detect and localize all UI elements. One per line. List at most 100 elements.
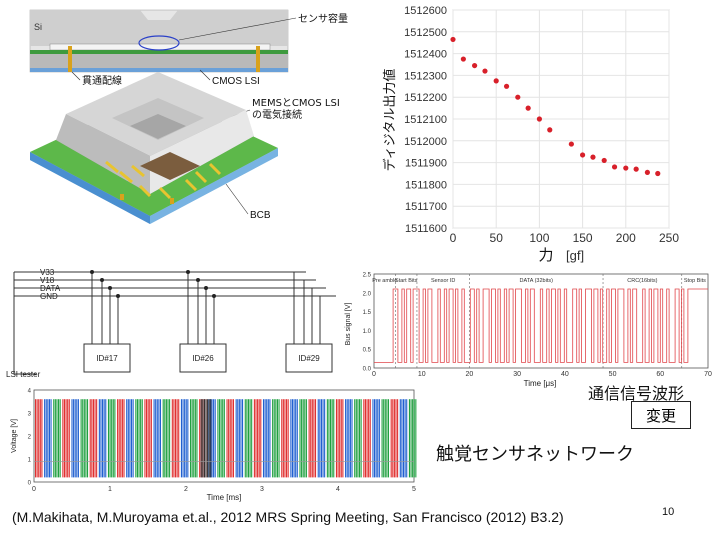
bus-x-tick: 60 bbox=[656, 371, 664, 378]
voltage-waveform-chart: 0 1 2 3 4 0 1 2 3 4 5 Time [ms] Voltage [V] bbox=[11, 389, 417, 502]
data-point bbox=[590, 154, 596, 160]
volt-y-tick: 2 bbox=[28, 435, 32, 441]
data-point bbox=[623, 165, 629, 171]
x-tick-label: 100 bbox=[529, 231, 549, 245]
device-label-2: ID#26 bbox=[192, 354, 214, 363]
y-tick-label: 1511900 bbox=[405, 158, 447, 170]
force-output-chart: 1512600 1512500 1512400 1512300 1512200 15121… bbox=[382, 5, 680, 264]
volt-x-tick: 5 bbox=[412, 486, 416, 493]
data-point bbox=[472, 62, 478, 69]
bus-x-tick-labels: 0 10 20 30 40 50 60 70 bbox=[372, 371, 712, 378]
data-point bbox=[611, 164, 618, 170]
mems-cmos-label-2: の電気接続 bbox=[252, 108, 302, 121]
y-tick-label: 1512200 bbox=[404, 92, 447, 104]
data-point bbox=[633, 166, 639, 172]
device-label-1: ID#17 bbox=[96, 354, 118, 363]
sensor-diagram: Si センサ容量 貫通配線 CMOS LSI MEMSとCMOS LSI の電気… bbox=[29, 9, 348, 224]
page-number: 10 bbox=[662, 506, 675, 518]
x-tick-label: 0 bbox=[450, 231, 457, 245]
bus-y-tick: 1.5 bbox=[363, 310, 372, 316]
data-point bbox=[580, 152, 586, 158]
segment-label: Pre amble bbox=[372, 278, 397, 284]
bus-y-tick: 1.0 bbox=[363, 329, 372, 335]
bus-x-tick: 10 bbox=[418, 371, 426, 378]
sensor-capacitance-label: センサ容量 bbox=[298, 12, 348, 25]
volt-x-tick: 4 bbox=[336, 486, 340, 493]
si-label: Si bbox=[34, 22, 42, 32]
bus-y-axis-label: Bus signal [V] bbox=[345, 303, 352, 346]
bus-x-tick: 0 bbox=[372, 371, 376, 378]
data-point bbox=[644, 169, 650, 176]
through-wiring-label: 貫通配線 bbox=[82, 74, 122, 87]
y-axis-label: ディジタル出力値 bbox=[382, 69, 398, 172]
bus-x-tick: 20 bbox=[466, 371, 474, 378]
bus-y-tick: 2.0 bbox=[363, 291, 372, 297]
segment-label: Start Bits bbox=[395, 278, 418, 284]
bus-line-v33: V33 bbox=[40, 268, 55, 277]
bus-x-tick: 40 bbox=[561, 371, 569, 378]
bus-y-tick: 2.5 bbox=[363, 273, 372, 279]
volt-x-tick: 1 bbox=[108, 486, 112, 493]
signal-waveform-caption: 通信信号波形 bbox=[588, 384, 685, 403]
network-diagram: V33 V18 DATA GND ID#17 ID#26 ID#29 LSI t… bbox=[6, 268, 336, 379]
data-point bbox=[525, 105, 531, 111]
tester-label: LSI tester bbox=[6, 370, 41, 379]
bus-y-tick: 0.0 bbox=[363, 367, 372, 373]
device-box-1 bbox=[83, 343, 131, 373]
y-tick-label: 1511800 bbox=[405, 179, 447, 191]
bus-plot-area bbox=[373, 273, 709, 369]
data-point bbox=[493, 78, 499, 84]
data-point bbox=[547, 127, 553, 133]
data-point bbox=[503, 83, 510, 89]
segment-label: CRC(16bits) bbox=[627, 278, 657, 284]
bus-x-tick: 70 bbox=[704, 371, 712, 378]
volt-x-tick-labels: 0 1 2 3 4 5 bbox=[32, 486, 416, 493]
voltage-signal-lines bbox=[34, 399, 417, 478]
volt-x-axis-label: Time [ms] bbox=[207, 493, 242, 502]
volt-x-tick: 0 bbox=[32, 486, 36, 493]
y-tick-label: 1511700 bbox=[405, 201, 447, 213]
package-3d bbox=[30, 72, 278, 224]
chart-gridlines bbox=[452, 9, 670, 229]
x-axis-label: 力 bbox=[538, 246, 553, 264]
slide-title: 触覚センサネットワーク bbox=[436, 444, 634, 465]
bus-line-data: DATA bbox=[40, 284, 61, 293]
segment-label: Sensor ID bbox=[431, 278, 455, 284]
y-tick-label: 1512300 bbox=[404, 70, 447, 82]
volt-y-tick: 1 bbox=[28, 458, 32, 464]
volt-y-tick: 0 bbox=[28, 481, 32, 487]
bcb-label: BCB bbox=[250, 210, 271, 221]
y-tick-labels: 1512600 1512500 1512400 1512300 1512200 15121… bbox=[404, 5, 447, 235]
x-tick-label: 150 bbox=[573, 231, 593, 245]
y-tick-label: 1511600 bbox=[405, 223, 447, 235]
data-points bbox=[450, 36, 661, 177]
data-point bbox=[601, 157, 607, 164]
y-tick-label: 1512100 bbox=[404, 114, 447, 126]
segment-label: Stop Bits bbox=[684, 278, 706, 284]
y-tick-label: 1512400 bbox=[404, 49, 447, 61]
bus-x-tick: 30 bbox=[513, 371, 521, 378]
y-tick-label: 1512600 bbox=[404, 5, 447, 17]
x-tick-labels: 0 50 100 150 200 250 bbox=[450, 231, 680, 245]
segment-label: DATA (32bits) bbox=[520, 278, 554, 284]
data-point bbox=[568, 141, 574, 147]
citation: (M.Makihata, M.Muroyama et.al., 2012 MRS… bbox=[12, 509, 564, 525]
volt-y-tick: 3 bbox=[28, 412, 32, 418]
volt-x-tick: 3 bbox=[260, 486, 264, 493]
device-label-3: ID#29 bbox=[298, 354, 320, 363]
y-tick-label: 1512000 bbox=[404, 136, 447, 148]
cross-section bbox=[29, 9, 289, 73]
mems-cmos-label-1: MEMSとCMOS LSI bbox=[252, 97, 340, 109]
bus-line-gnd: GND bbox=[40, 292, 58, 301]
bus-signal-line bbox=[374, 288, 708, 363]
x-tick-label: 200 bbox=[616, 231, 636, 245]
change-button[interactable]: 変更 bbox=[631, 401, 691, 429]
cmos-lsi-label: CMOS LSI bbox=[212, 76, 260, 87]
volt-y-tick-labels: 0 1 2 3 4 bbox=[28, 389, 32, 487]
x-tick-label: 250 bbox=[659, 231, 679, 245]
bus-y-tick-labels: 0.0 0.5 1.0 1.5 2.0 2.5 bbox=[363, 273, 372, 373]
device-box-2 bbox=[179, 343, 227, 373]
data-point bbox=[450, 36, 456, 43]
